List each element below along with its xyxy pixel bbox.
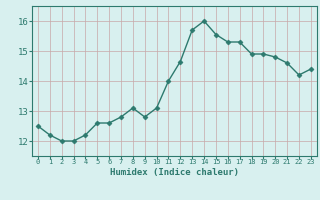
- X-axis label: Humidex (Indice chaleur): Humidex (Indice chaleur): [110, 168, 239, 177]
